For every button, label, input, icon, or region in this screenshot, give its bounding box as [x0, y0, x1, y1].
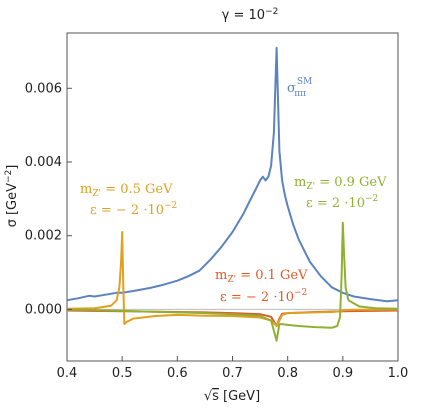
- annotation-zprime-0-1: mZ' = 0.1 GeV ε = − 2 ·10−2: [215, 268, 308, 305]
- y-tick-label: 0.002: [25, 229, 62, 244]
- x-axis-label: √s [GeV]: [204, 389, 260, 404]
- svg-text:mZ' = 0.9 GeV: mZ' = 0.9 GeV: [294, 175, 387, 192]
- y-axis-label: σ [GeV−2]: [4, 165, 20, 228]
- x-tick-label: 0.5: [112, 366, 133, 381]
- svg-text:ε = 2 ·10−2: ε = 2 ·10−2: [306, 194, 378, 211]
- svg-text:ε = − 2 ·10−2: ε = − 2 ·10−2: [90, 201, 177, 218]
- x-tick-label: 0.7: [222, 366, 243, 381]
- chart-title: γ = 10−2: [222, 7, 279, 23]
- svg-text:mZ' = 0.5 GeV: mZ' = 0.5 GeV: [80, 182, 173, 199]
- annotation-sm: σSM ππ: [287, 77, 312, 99]
- x-tick-label: 0.8: [277, 366, 298, 381]
- x-tick-label: 1.0: [388, 366, 409, 381]
- x-tick-label: 0.9: [332, 366, 353, 381]
- svg-text:mZ' = 0.1 GeV: mZ' = 0.1 GeV: [215, 268, 308, 285]
- x-tick-label: 0.4: [57, 366, 78, 381]
- y-tick-label: 0.006: [25, 81, 62, 96]
- svg-text:ε = − 2 ·10−2: ε = − 2 ·10−2: [220, 288, 307, 305]
- y-tick-label: 0.000: [25, 302, 62, 317]
- series-line-3: [66, 309, 399, 327]
- annotation-zprime-0-5: mZ' = 0.5 GeV ε = − 2 ·10−2: [80, 182, 177, 218]
- y-tick-label: 0.004: [25, 155, 62, 170]
- series-line-0: [66, 46, 399, 303]
- series-line-2: [66, 221, 399, 342]
- annotation-zprime-0-9: mZ' = 0.9 GeV ε = 2 ·10−2: [294, 175, 387, 211]
- x-tick-label: 0.6: [167, 366, 188, 381]
